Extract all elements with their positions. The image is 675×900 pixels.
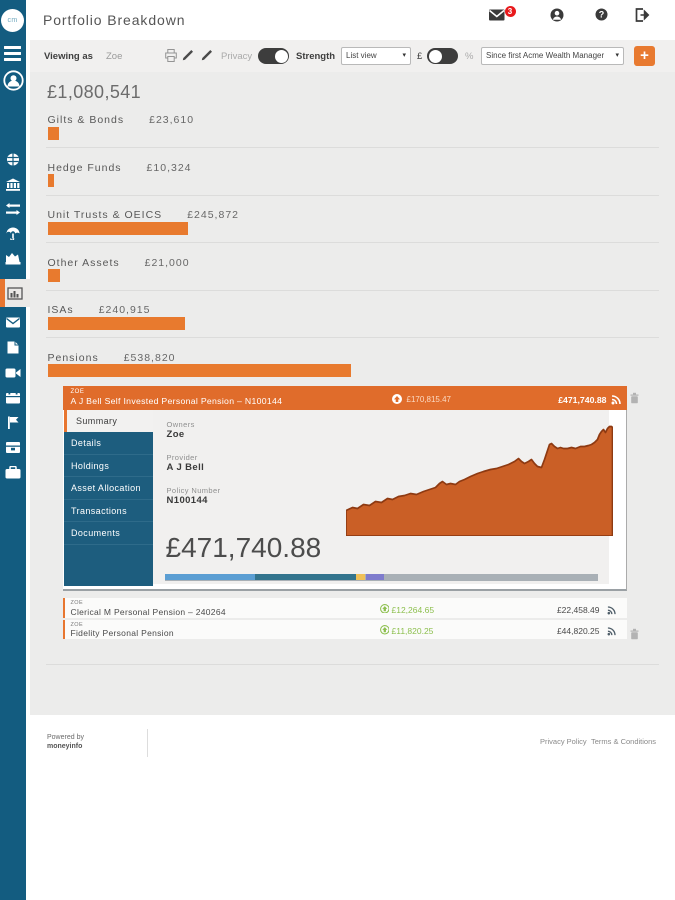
svg-text:?: ? (599, 10, 605, 20)
